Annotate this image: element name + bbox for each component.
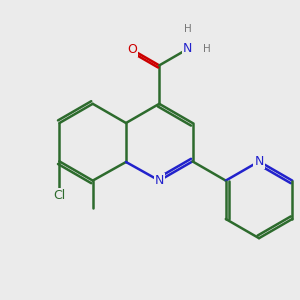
- Text: Cl: Cl: [53, 189, 66, 203]
- Text: N: N: [254, 155, 264, 168]
- Text: N: N: [154, 174, 164, 187]
- Text: N: N: [183, 42, 193, 56]
- Text: H: H: [184, 24, 192, 34]
- Text: O: O: [127, 43, 137, 56]
- Text: H: H: [203, 44, 211, 54]
